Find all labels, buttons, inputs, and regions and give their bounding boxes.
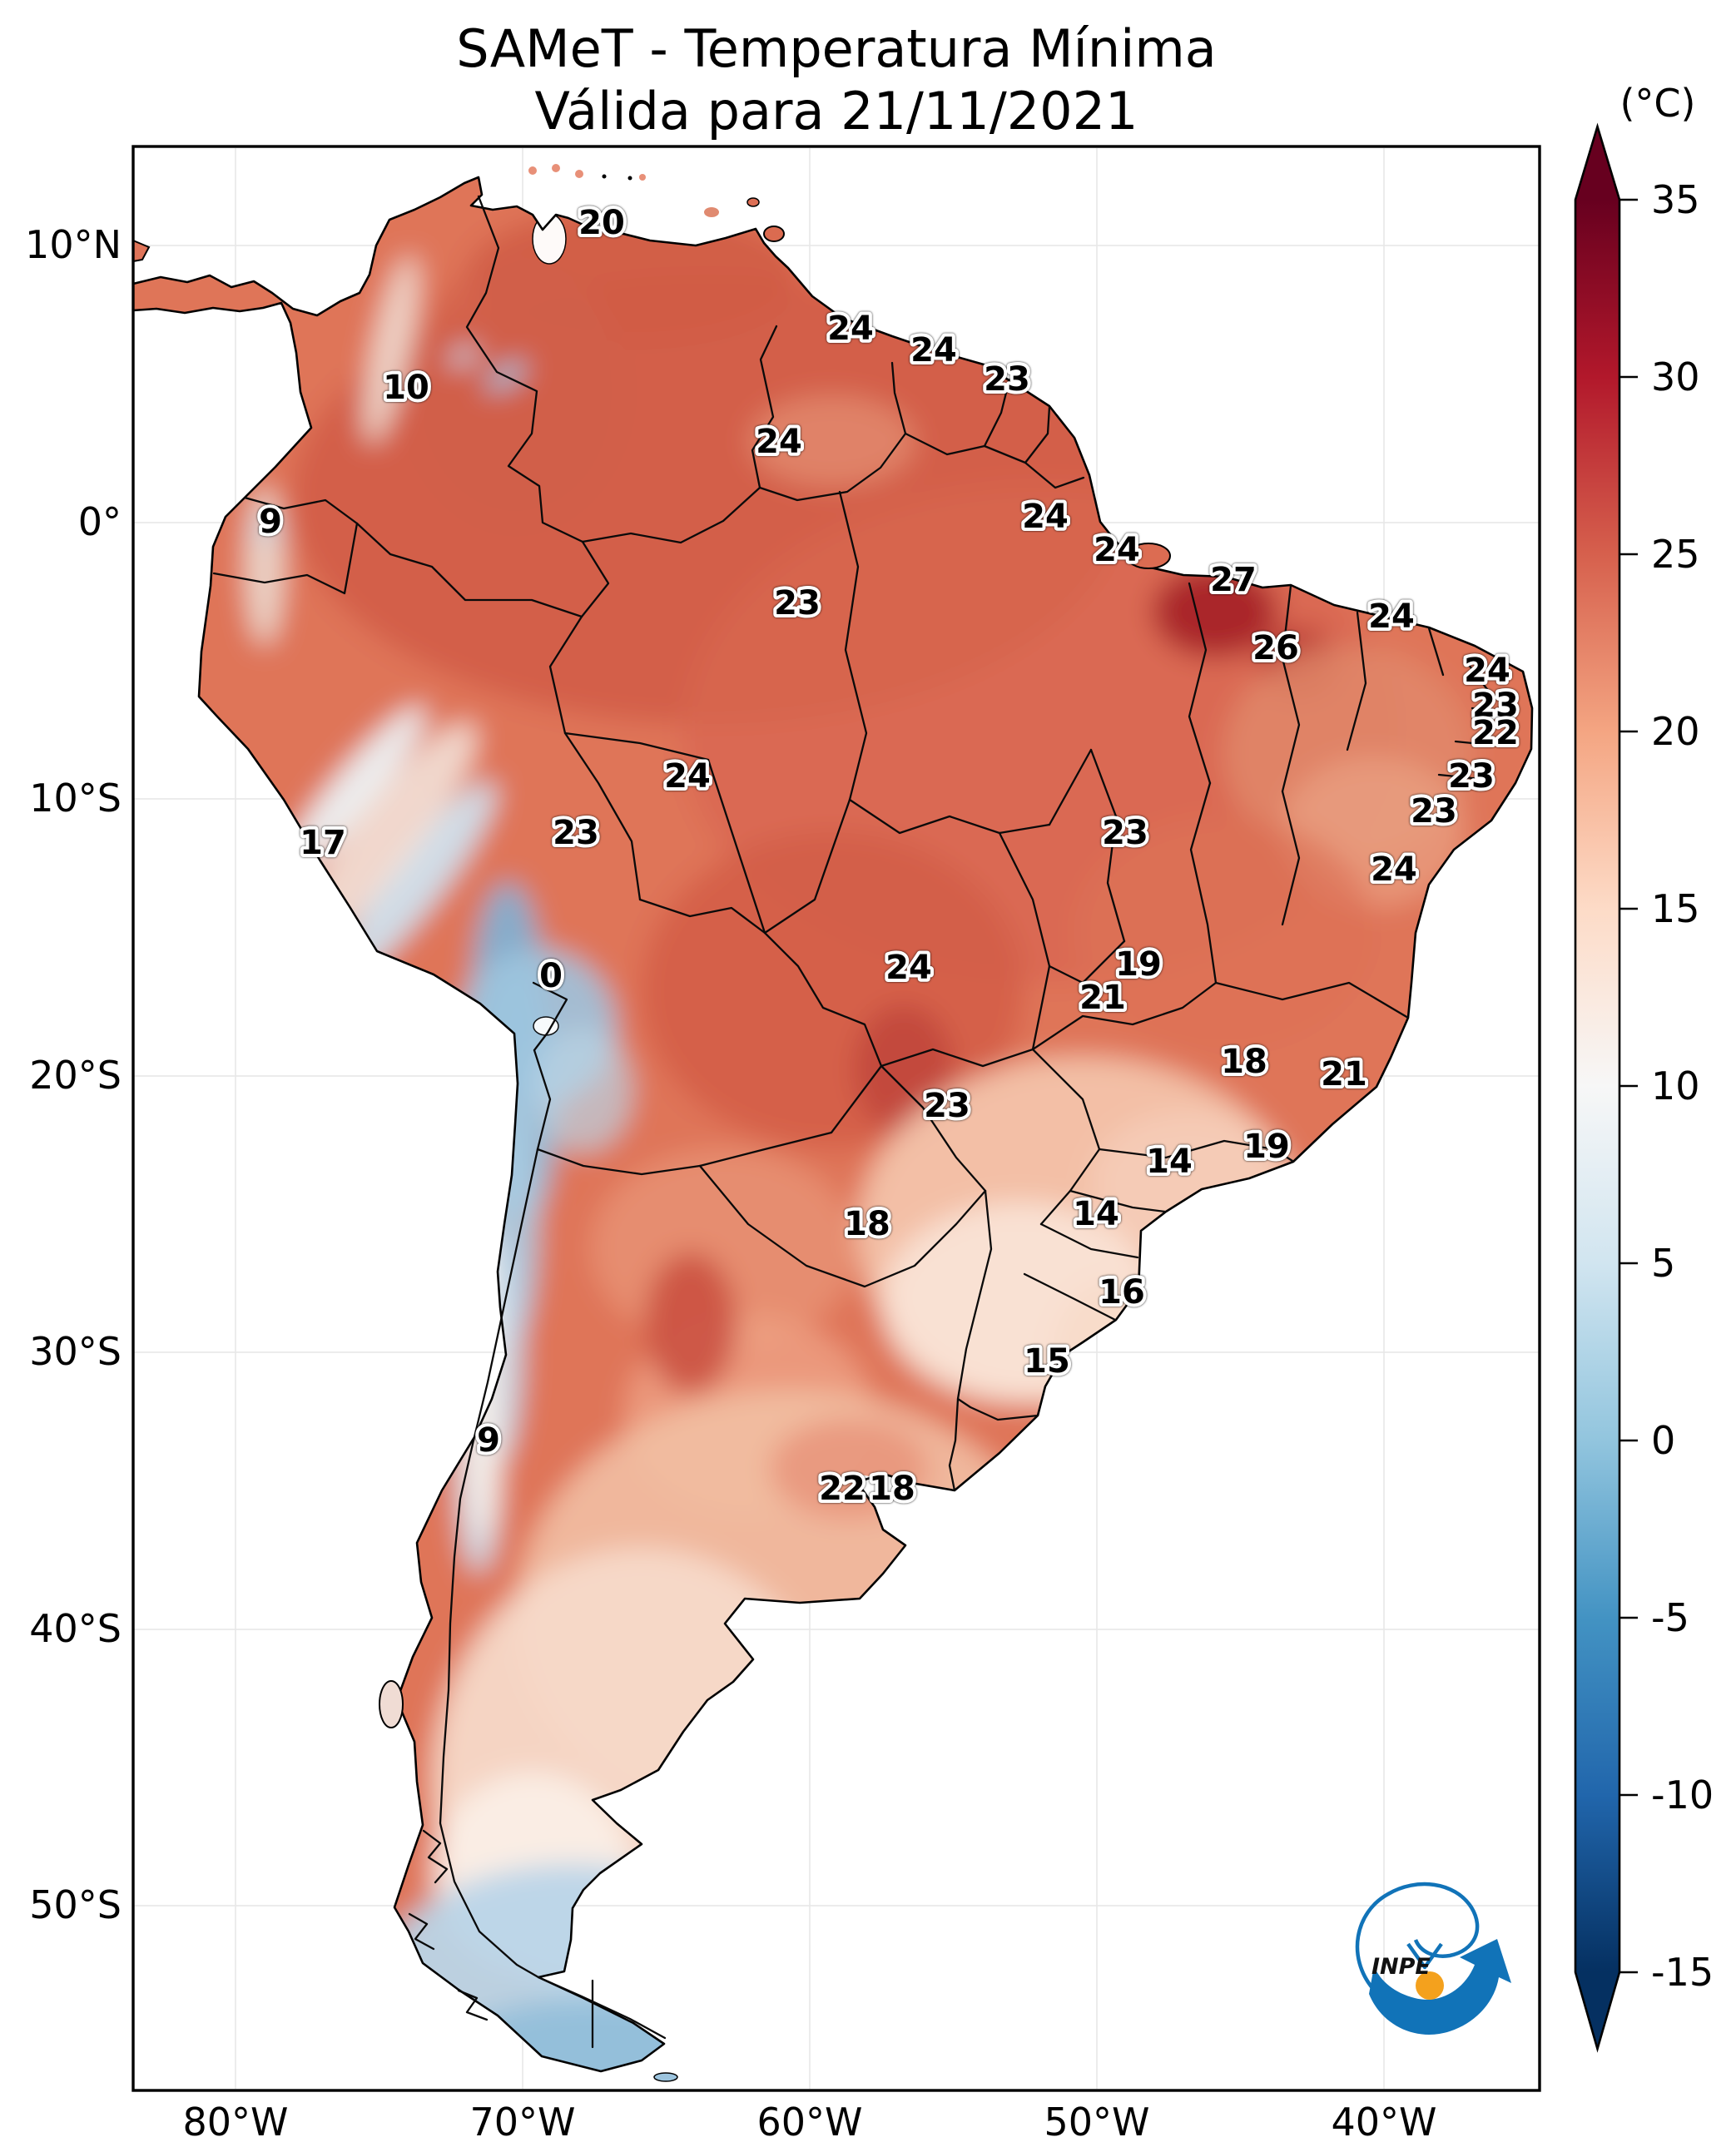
colorbar-tick-label: 15 [1651,886,1700,931]
fjord-archipelago [408,1829,489,2021]
temp-label: 24 [756,423,802,461]
x-tick-label: 60°W [756,2100,862,2145]
isla-de-los-estados [653,2072,678,2082]
temp-label: 20 [578,204,625,242]
colorbar-tick-label: -15 [1651,1950,1714,1995]
colorbar-tick-label: 20 [1651,709,1700,754]
temp-label: 24 [664,757,711,796]
colorbar-tick-label: 0 [1651,1418,1675,1463]
chiloe-island [379,1680,404,1728]
colorbar-tick-label: 25 [1651,532,1700,577]
temperature-labels: 20 24 24 23 10 24 9 24 24 27 26 24 23 24… [255,201,1522,1511]
x-tick-label: 50°W [1044,2100,1149,2145]
inpe-orange-dot-icon [1416,1971,1444,2000]
caribbean-islet [602,174,607,179]
caribbean-islet [528,166,537,175]
inpe-up-arrow-swoosh-icon [1369,1939,1511,2035]
inpe-logo: INPE [1355,1882,1511,2035]
title-line-2: Válida para 21/11/2021 [535,81,1138,141]
temp-label: 18 [869,1470,915,1508]
y-tick-label: 40°S [29,1606,122,1651]
temp-label: 9 [259,503,282,541]
caribbean-islet [746,197,760,207]
temp-label: 14 [1073,1195,1119,1233]
temp-label: 24 [1022,498,1069,536]
country-borders [212,195,1085,2049]
temp-label: 23 [1448,757,1495,796]
temp-label: 18 [844,1205,890,1243]
temp-label: 23 [553,814,599,852]
trinidad-island [763,226,785,242]
colorbar-tick-labels: 35 30 25 20 15 10 5 0 -5 -10 -15 [1651,177,1714,1995]
marajo-island [1126,543,1171,569]
inpe-swirl-icon [1355,1882,1480,1991]
temp-label: 24 [827,310,874,348]
temp-label: 19 [1243,1128,1290,1166]
inpe-logo-text: INPE [1371,1954,1431,1980]
temp-label: 24 [1464,652,1510,690]
x-tick-label: 80°W [182,2100,288,2145]
colorbar-unit-label: (°C) [1619,81,1695,126]
y-axis: 10°N 0° 10°S 20°S 30°S 40°S 50°S [25,222,122,1927]
colorbar-gradient-bar [1574,122,1621,2053]
title-line-1: SAMeT - Temperatura Mínima [456,18,1217,79]
temp-label: 23 [924,1087,970,1125]
temp-label: 27 [1210,561,1257,599]
figure-title: SAMeT - Temperatura Mínima Válida para 2… [456,18,1217,141]
y-tick-label: 30°S [29,1329,122,1374]
temp-label: 23 [1102,814,1148,852]
caribbean-islet [575,170,583,178]
x-tick-label: 70°W [469,2100,575,2145]
temp-label: 14 [1146,1143,1193,1181]
state-borders [563,490,1515,1321]
temp-label: 24 [1371,850,1417,889]
temp-label: 23 [774,584,821,622]
y-tick-label: 20°S [29,1053,122,1098]
temp-label: 24 [910,331,957,369]
temp-label: 16 [1099,1273,1145,1312]
y-tick-label: 10°N [25,222,122,267]
temp-label: 23 [1411,792,1457,831]
colorbar-tick-label: -5 [1651,1595,1689,1640]
y-tick-label: 50°S [29,1882,122,1927]
temp-label: 26 [1252,629,1299,667]
x-tick-label: 40°W [1331,2100,1436,2145]
colorbar-tick-label: 30 [1651,355,1700,399]
caribbean-islet [627,176,632,181]
colorbar-tick-label: 10 [1651,1064,1700,1108]
colorbar-tick-label: 35 [1651,177,1700,222]
temp-label: 18 [1221,1043,1267,1081]
temp-label: 15 [1024,1342,1070,1381]
inpe-down-arrow-icon [1406,1942,1443,1970]
temp-label: 17 [300,824,346,862]
x-axis: 80°W 70°W 60°W 50°W 40°W [182,2100,1436,2145]
temp-label: 24 [1094,531,1140,569]
y-tick-label: 10°S [29,776,122,821]
temp-label: 23 [1472,687,1519,725]
temp-label: 19 [1115,945,1162,984]
temp-label: 0 [539,957,563,995]
islands [379,164,1171,2082]
colorbar-ticks [1619,198,1638,1974]
colorbar-tick-label: 5 [1651,1241,1675,1286]
margarita-island [704,207,719,217]
caribbean-islet [639,174,646,181]
caribbean-islet [552,164,560,172]
colorbar-tick-label: -10 [1651,1773,1714,1817]
temp-label: 23 [984,360,1030,399]
temp-label: 22 [1472,714,1519,752]
temp-label: 10 [383,369,429,407]
colorbar: 35 30 25 20 15 10 5 0 -5 -10 -15 (°C) [1574,81,1714,2053]
y-tick-label: 0° [78,499,122,544]
temp-label: 22 [819,1470,866,1508]
temp-label: 24 [885,949,932,987]
temp-label: 24 [1368,598,1415,636]
temp-label: 21 [1321,1055,1367,1093]
temp-label: 9 [477,1421,500,1460]
plot-frame [131,145,1541,2092]
temp-label: 21 [1079,979,1126,1017]
